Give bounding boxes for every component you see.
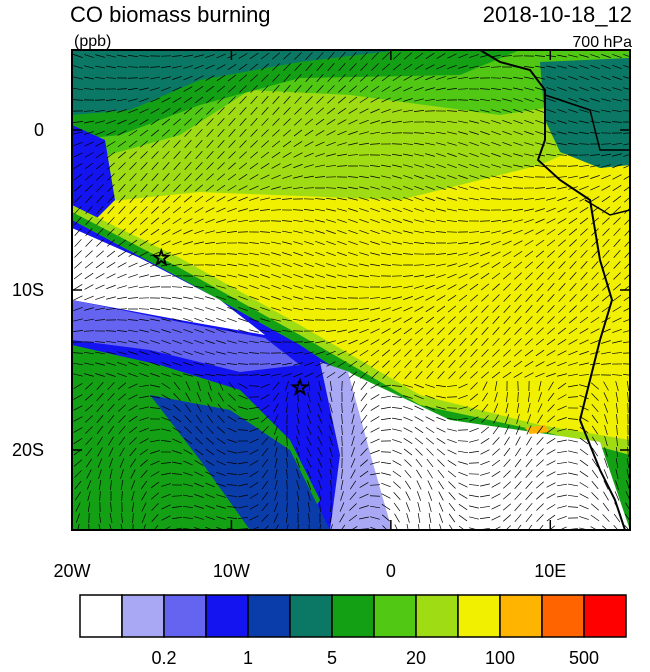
y-tick-label: 10S — [12, 280, 44, 300]
colorbar-label: 0.2 — [151, 648, 176, 667]
units: (ppb) — [74, 33, 111, 50]
x-tick-label: 0 — [386, 561, 396, 581]
colorbar-box — [458, 595, 500, 637]
colorbar-box — [416, 595, 458, 637]
y-tick-label: 0 — [34, 120, 44, 140]
colorbar-box — [542, 595, 584, 637]
colorbar: 0.2 1 5 20 100 500 — [80, 595, 626, 667]
x-tick-label: 20W — [53, 561, 90, 581]
colorbar-box — [164, 595, 206, 637]
colorbar-box — [332, 595, 374, 637]
date: 2018-10-18_12 — [483, 2, 632, 27]
colorbar-box — [248, 595, 290, 637]
colorbar-label: 1 — [243, 648, 253, 667]
y-tick-label: 20S — [12, 440, 44, 460]
x-tick-label: 10W — [213, 561, 250, 581]
colorbar-box — [374, 595, 416, 637]
colorbar-label: 20 — [406, 648, 426, 667]
colorbar-box — [206, 595, 248, 637]
colorbar-box — [290, 595, 332, 637]
colorbar-box — [584, 595, 626, 637]
title: CO biomass burning — [70, 2, 271, 27]
co-field — [72, 50, 633, 534]
colorbar-box — [500, 595, 542, 637]
colorbar-box — [80, 595, 122, 637]
level: 700 hPa — [572, 34, 632, 51]
colorbar-label: 100 — [485, 648, 515, 667]
colorbar-box — [122, 595, 164, 637]
colorbar-label: 500 — [569, 648, 599, 667]
x-tick-label: 10E — [534, 561, 566, 581]
colorbar-label: 5 — [327, 648, 337, 667]
